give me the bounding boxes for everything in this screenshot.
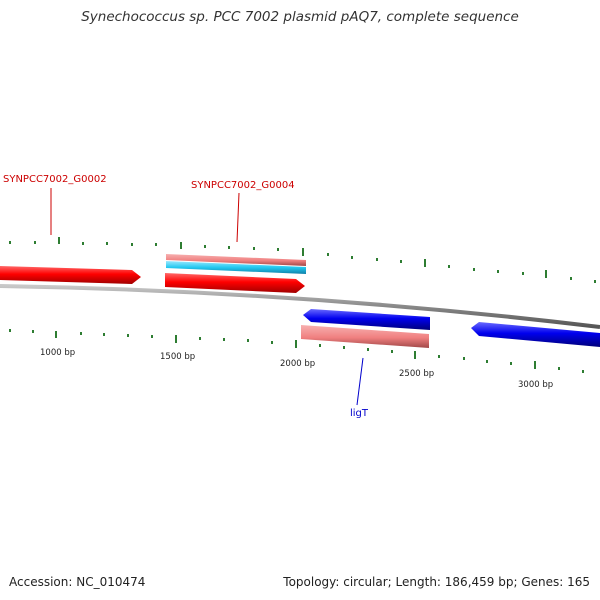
gene-g0004-cds-arrow[interactable] [165,273,305,293]
bp-label-2000: 2000 bp [280,359,315,369]
outer-tick-row [9,237,596,283]
sequence-stats: Topology: circular; Length: 186,459 bp; … [283,575,590,589]
g0004-leader-line [236,192,240,243]
ligT-leader-line [356,357,364,406]
bp-label-1000: 1000 bp [40,348,75,358]
gene-label-g0002[interactable]: SYNPCC7002_G0002 [3,174,107,185]
map-title: Synechococcus sp. PCC 7002 plasmid pAQ7,… [81,9,519,25]
gene-label-ligT[interactable]: ligT [350,408,369,419]
bp-label-3000: 3000 bp [518,380,553,390]
bp-label-1500: 1500 bp [160,352,195,362]
plasmid-backbone [0,284,600,329]
gene-g0002-cds-arrow[interactable] [0,266,141,284]
next-reverse-cds-arrow[interactable] [471,322,600,347]
accession-label: Accession: NC_010474 [9,575,146,589]
inner-tick-row [9,329,584,373]
ligT-gene-bar[interactable] [301,325,429,348]
gene-g0003-cyan-bar[interactable] [166,261,306,274]
ligT-cds-arrow[interactable] [303,309,430,330]
gene-label-g0004[interactable]: SYNPCC7002_G0004 [191,180,295,191]
gene-g0003-pseudo-bar[interactable] [166,254,306,266]
bp-label-2500: 2500 bp [399,369,434,379]
